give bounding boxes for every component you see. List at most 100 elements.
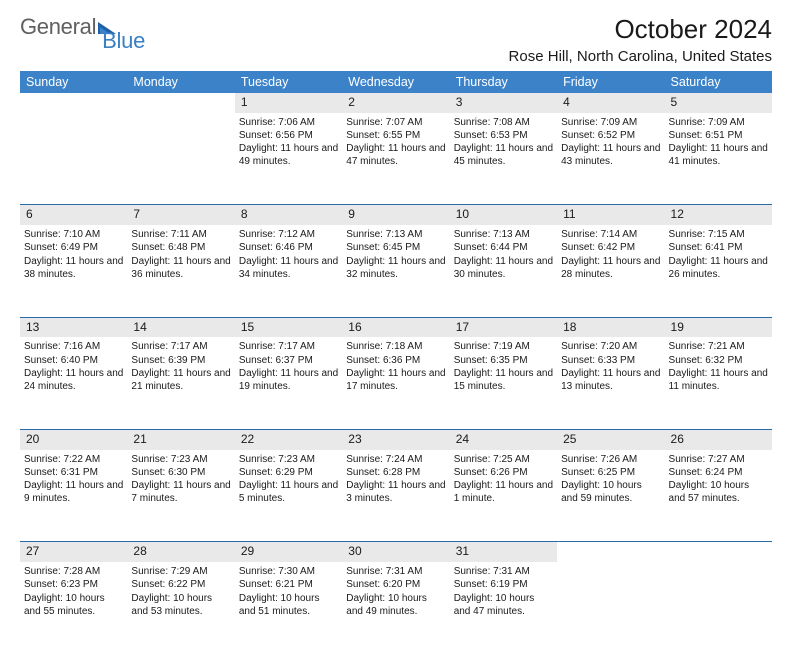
daylight-line: Daylight: 11 hours and 38 minutes.	[24, 255, 123, 281]
sunset-line: Sunset: 6:28 PM	[346, 466, 445, 479]
sunset-line: Sunset: 6:46 PM	[239, 241, 338, 254]
day-number: 1	[235, 93, 342, 113]
daylight-line: Daylight: 11 hours and 47 minutes.	[346, 142, 445, 168]
day-cell: Sunrise: 7:24 AMSunset: 6:28 PMDaylight:…	[342, 450, 449, 542]
sunset-line: Sunset: 6:56 PM	[239, 129, 338, 142]
week-content-row: Sunrise: 7:28 AMSunset: 6:23 PMDaylight:…	[20, 562, 772, 654]
day-cell: Sunrise: 7:17 AMSunset: 6:37 PMDaylight:…	[235, 337, 342, 429]
week-content-row: Sunrise: 7:06 AMSunset: 6:56 PMDaylight:…	[20, 113, 772, 205]
day-number: 2	[342, 93, 449, 113]
day-cell: Sunrise: 7:13 AMSunset: 6:45 PMDaylight:…	[342, 225, 449, 317]
sunrise-line: Sunrise: 7:13 AM	[346, 228, 445, 241]
day-header-row: SundayMondayTuesdayWednesdayThursdayFrid…	[20, 71, 772, 93]
sunrise-line: Sunrise: 7:29 AM	[131, 565, 230, 578]
day-number: 22	[235, 429, 342, 449]
sunset-line: Sunset: 6:30 PM	[131, 466, 230, 479]
day-cell: Sunrise: 7:16 AMSunset: 6:40 PMDaylight:…	[20, 337, 127, 429]
day-number: 15	[235, 317, 342, 337]
sunrise-line: Sunrise: 7:27 AM	[669, 453, 768, 466]
daylight-line: Daylight: 11 hours and 3 minutes.	[346, 479, 445, 505]
day-cell: Sunrise: 7:17 AMSunset: 6:39 PMDaylight:…	[127, 337, 234, 429]
day-cell: Sunrise: 7:31 AMSunset: 6:19 PMDaylight:…	[450, 562, 557, 654]
daylight-line: Daylight: 11 hours and 34 minutes.	[239, 255, 338, 281]
day-cell-empty	[20, 113, 127, 205]
sunrise-line: Sunrise: 7:15 AM	[669, 228, 768, 241]
day-number: 7	[127, 205, 234, 225]
day-number: 21	[127, 429, 234, 449]
daylight-line: Daylight: 11 hours and 36 minutes.	[131, 255, 230, 281]
daylight-line: Daylight: 10 hours and 55 minutes.	[24, 592, 123, 618]
sunrise-line: Sunrise: 7:24 AM	[346, 453, 445, 466]
day-number: 6	[20, 205, 127, 225]
daylight-line: Daylight: 11 hours and 7 minutes.	[131, 479, 230, 505]
sunrise-line: Sunrise: 7:11 AM	[131, 228, 230, 241]
sunrise-line: Sunrise: 7:12 AM	[239, 228, 338, 241]
daylight-line: Daylight: 11 hours and 41 minutes.	[669, 142, 768, 168]
sunset-line: Sunset: 6:33 PM	[561, 354, 660, 367]
day-number: 23	[342, 429, 449, 449]
sunset-line: Sunset: 6:41 PM	[669, 241, 768, 254]
sunrise-line: Sunrise: 7:31 AM	[454, 565, 553, 578]
day-cell: Sunrise: 7:23 AMSunset: 6:29 PMDaylight:…	[235, 450, 342, 542]
day-cell: Sunrise: 7:20 AMSunset: 6:33 PMDaylight:…	[557, 337, 664, 429]
sunrise-line: Sunrise: 7:10 AM	[24, 228, 123, 241]
day-number: 3	[450, 93, 557, 113]
day-cell: Sunrise: 7:31 AMSunset: 6:20 PMDaylight:…	[342, 562, 449, 654]
day-cell: Sunrise: 7:11 AMSunset: 6:48 PMDaylight:…	[127, 225, 234, 317]
sunset-line: Sunset: 6:19 PM	[454, 578, 553, 591]
day-cell: Sunrise: 7:27 AMSunset: 6:24 PMDaylight:…	[665, 450, 772, 542]
sunset-line: Sunset: 6:23 PM	[24, 578, 123, 591]
day-cell: Sunrise: 7:09 AMSunset: 6:52 PMDaylight:…	[557, 113, 664, 205]
day-number: 5	[665, 93, 772, 113]
daylight-line: Daylight: 11 hours and 13 minutes.	[561, 367, 660, 393]
day-cell-empty	[665, 562, 772, 654]
daylight-line: Daylight: 11 hours and 21 minutes.	[131, 367, 230, 393]
day-cell: Sunrise: 7:14 AMSunset: 6:42 PMDaylight:…	[557, 225, 664, 317]
day-cell: Sunrise: 7:28 AMSunset: 6:23 PMDaylight:…	[20, 562, 127, 654]
day-cell: Sunrise: 7:30 AMSunset: 6:21 PMDaylight:…	[235, 562, 342, 654]
day-header: Wednesday	[342, 71, 449, 93]
day-number: 17	[450, 317, 557, 337]
brand-part1: General	[20, 14, 96, 40]
sunset-line: Sunset: 6:26 PM	[454, 466, 553, 479]
sunrise-line: Sunrise: 7:26 AM	[561, 453, 660, 466]
sunrise-line: Sunrise: 7:25 AM	[454, 453, 553, 466]
sunset-line: Sunset: 6:31 PM	[24, 466, 123, 479]
day-cell: Sunrise: 7:07 AMSunset: 6:55 PMDaylight:…	[342, 113, 449, 205]
sunrise-line: Sunrise: 7:22 AM	[24, 453, 123, 466]
sunrise-line: Sunrise: 7:21 AM	[669, 340, 768, 353]
sunrise-line: Sunrise: 7:20 AM	[561, 340, 660, 353]
brand-part2: Blue	[102, 28, 145, 54]
sunset-line: Sunset: 6:49 PM	[24, 241, 123, 254]
sunrise-line: Sunrise: 7:19 AM	[454, 340, 553, 353]
brand-logo: General Blue	[20, 14, 145, 40]
sunset-line: Sunset: 6:35 PM	[454, 354, 553, 367]
daynum-row: 13141516171819	[20, 317, 772, 337]
sunset-line: Sunset: 6:21 PM	[239, 578, 338, 591]
day-number: 30	[342, 542, 449, 562]
day-cell: Sunrise: 7:25 AMSunset: 6:26 PMDaylight:…	[450, 450, 557, 542]
sunset-line: Sunset: 6:48 PM	[131, 241, 230, 254]
daynum-row: 20212223242526	[20, 429, 772, 449]
sunset-line: Sunset: 6:45 PM	[346, 241, 445, 254]
day-cell: Sunrise: 7:13 AMSunset: 6:44 PMDaylight:…	[450, 225, 557, 317]
sunrise-line: Sunrise: 7:14 AM	[561, 228, 660, 241]
sunrise-line: Sunrise: 7:09 AM	[669, 116, 768, 129]
day-cell: Sunrise: 7:08 AMSunset: 6:53 PMDaylight:…	[450, 113, 557, 205]
day-number: 13	[20, 317, 127, 337]
sunrise-line: Sunrise: 7:08 AM	[454, 116, 553, 129]
sunrise-line: Sunrise: 7:18 AM	[346, 340, 445, 353]
day-number: 8	[235, 205, 342, 225]
day-number: 26	[665, 429, 772, 449]
daynum-row: 12345	[20, 93, 772, 113]
daylight-line: Daylight: 11 hours and 24 minutes.	[24, 367, 123, 393]
sunset-line: Sunset: 6:52 PM	[561, 129, 660, 142]
daylight-line: Daylight: 11 hours and 26 minutes.	[669, 255, 768, 281]
sunrise-line: Sunrise: 7:06 AM	[239, 116, 338, 129]
daylight-line: Daylight: 11 hours and 49 minutes.	[239, 142, 338, 168]
sunrise-line: Sunrise: 7:13 AM	[454, 228, 553, 241]
sunrise-line: Sunrise: 7:16 AM	[24, 340, 123, 353]
day-cell: Sunrise: 7:10 AMSunset: 6:49 PMDaylight:…	[20, 225, 127, 317]
daynum-row: 6789101112	[20, 205, 772, 225]
daylight-line: Daylight: 11 hours and 43 minutes.	[561, 142, 660, 168]
